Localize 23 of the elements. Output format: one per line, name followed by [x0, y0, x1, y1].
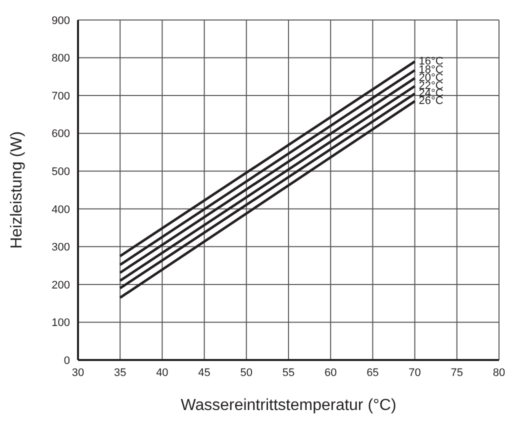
x-tick-label: 60 — [324, 366, 337, 379]
x-tick-label: 45 — [198, 366, 210, 379]
y-tick-label: 500 — [52, 166, 70, 178]
x-tick-label: 50 — [240, 366, 253, 379]
y-tick-label: 300 — [52, 242, 70, 254]
y-tick-label: 700 — [52, 90, 70, 102]
x-tick-label: 80 — [492, 366, 506, 379]
y-tick-label: 900 — [52, 14, 70, 27]
x-tick-label: 70 — [408, 366, 421, 379]
y-tick-label: 200 — [52, 279, 70, 292]
y-tick-label: 600 — [52, 128, 70, 140]
x-tick-label: 55 — [282, 366, 295, 379]
x-tick-label: 40 — [156, 366, 168, 379]
x-tick-label: 65 — [366, 366, 379, 379]
x-axis-title: Wassereintrittstemperatur (°C) — [180, 397, 396, 414]
x-tick-label: 30 — [72, 366, 84, 379]
y-axis-title: Heizleistung (W) — [8, 131, 26, 249]
x-tick-label: 35 — [114, 366, 126, 379]
y-tick-label: 800 — [52, 52, 70, 65]
y-tick-label: 100 — [52, 317, 70, 330]
y-tick-label: 0 — [64, 354, 70, 367]
x-tick-label: 75 — [450, 366, 464, 379]
y-tick-label: 400 — [52, 204, 70, 216]
